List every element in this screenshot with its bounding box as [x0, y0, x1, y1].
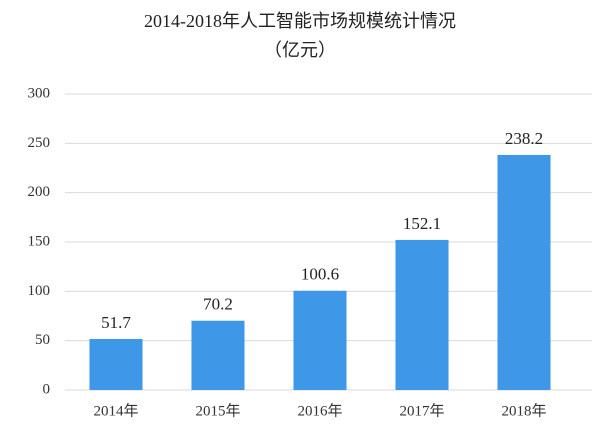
y-tick-label: 100: [28, 283, 51, 299]
bar: [497, 154, 551, 390]
value-label: 51.7: [101, 313, 131, 332]
chart-title: 2014-2018年人工智能市场规模统计情况: [144, 11, 456, 31]
y-tick-label: 250: [28, 135, 51, 151]
y-tick-label: 0: [43, 381, 51, 397]
x-tick-label: 2016年: [297, 402, 342, 419]
y-tick-label: 200: [28, 184, 51, 200]
value-label: 238.2: [505, 129, 543, 148]
x-tick-label: 2015年: [195, 402, 240, 419]
chart-subtitle: （亿元）: [264, 40, 336, 60]
value-label: 152.1: [403, 214, 441, 233]
y-tick-label: 150: [28, 233, 51, 249]
x-tick-label: 2017年: [399, 402, 444, 419]
bar: [89, 338, 143, 390]
bar: [191, 320, 245, 390]
x-tick-label: 2018年: [501, 402, 546, 419]
value-label: 100.6: [301, 265, 339, 284]
y-tick-label: 300: [28, 85, 51, 101]
bar: [395, 239, 449, 390]
y-tick-label: 50: [35, 332, 50, 348]
value-label: 70.2: [203, 295, 233, 314]
bar: [293, 290, 347, 390]
x-tick-label: 2014年: [93, 402, 138, 419]
